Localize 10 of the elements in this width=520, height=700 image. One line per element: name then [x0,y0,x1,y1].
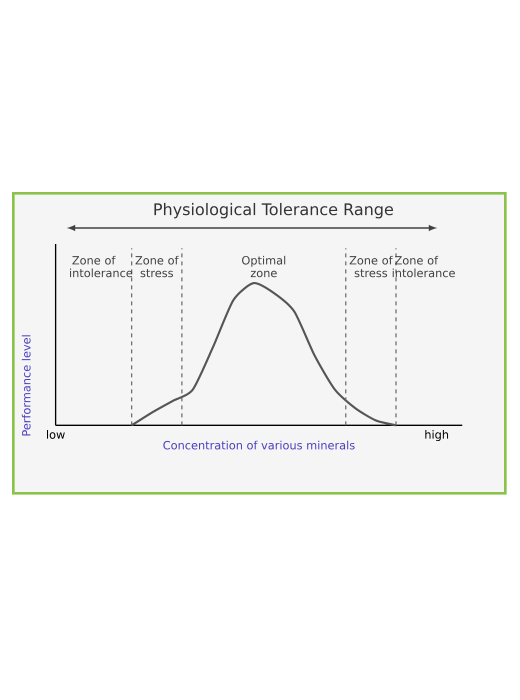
text: Optimal zone [242,256,286,278]
text: Zone of stress [136,256,179,278]
text: Zone of stress [350,256,393,278]
y-axis-title: Performance level [22,335,31,436]
text: low [47,430,65,439]
text: Zone of intolerance [392,256,455,278]
text: Zone of intolerance [70,256,132,278]
text: high [425,430,448,442]
chart-title: Physiological Tolerance Range [154,202,393,218]
x-axis-title: Concentration of various minerals [163,440,355,450]
